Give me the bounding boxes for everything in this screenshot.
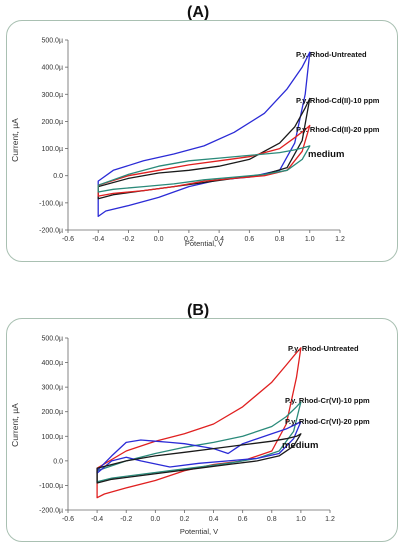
series-line-3: [96, 433, 302, 484]
y-tick-label: -100.0µ: [39, 483, 63, 490]
x-tick-label: -0.4: [92, 236, 104, 243]
y-tick-label: -200.0µ: [39, 228, 63, 235]
x-tick-label: -0.2: [122, 236, 134, 243]
y-tick-label: 0.0: [53, 458, 63, 465]
x-tick-label: 0.6: [238, 516, 248, 523]
series-line-0: [96, 347, 302, 499]
x-tick-label: 1.2: [325, 516, 335, 523]
series-label-1: P.y. Rhod-Cd(II)-10 ppm: [296, 96, 380, 105]
series-label-3: medium: [282, 440, 318, 451]
series-label-2: P.y. Rhod-Cr(VI)-20 ppm: [285, 417, 370, 426]
y-tick-label: -200.0µ: [39, 508, 63, 515]
y-tick-label: 500.0µ: [41, 38, 63, 45]
x-tick-label: 0.0: [150, 516, 160, 523]
x-tick-label: 1.0: [305, 236, 315, 243]
chart-panel-0: 500.0µ 400.0µ 300.0µ 200.0µ 100.0µ 0.0 -100.0µ…: [10, 38, 380, 249]
x-tick-label: -0.6: [62, 516, 74, 523]
series-line-0: [97, 51, 311, 218]
y-tick-label: 100.0µ: [41, 146, 63, 153]
x-tick-label: 0.0: [154, 236, 164, 243]
x-tick-label: -0.6: [62, 236, 74, 243]
x-tick-label: 0.8: [275, 236, 285, 243]
x-tick-label: 0.4: [209, 516, 219, 523]
series-line-1: [96, 401, 302, 483]
y-tick-label: 300.0µ: [41, 92, 63, 99]
x-tick-label: 1.2: [335, 236, 345, 243]
series-line-2: [96, 420, 302, 474]
x-tick-label: 0.2: [180, 516, 190, 523]
panel-b-frame: [6, 318, 398, 542]
panel-b-title: (B): [187, 302, 210, 319]
y-tick-label: 400.0µ: [41, 65, 63, 72]
series-label-0: P.y. Rhod-Untreated: [296, 50, 367, 59]
x-tick-label: -0.2: [120, 516, 132, 523]
y-tick-label: 300.0µ: [41, 385, 63, 392]
y-tick-label: 200.0µ: [41, 409, 63, 416]
x-tick-label: -0.4: [91, 516, 103, 523]
y-tick-label: 0.0: [53, 173, 63, 180]
y-tick-label: 500.0µ: [41, 336, 63, 343]
series-label-2: P.y. Rhod-Cd(II)-20 ppm: [296, 125, 380, 134]
panel-a-title: (A): [187, 4, 210, 21]
y-tick-label: 400.0µ: [41, 360, 63, 367]
x-tick-label: 1.0: [296, 516, 306, 523]
series-line-2: [97, 124, 311, 197]
series-line-3: [97, 145, 311, 193]
chart-panel-1: 500.0µ 400.0µ 300.0µ 200.0µ 100.0µ 0.0 -100.0µ…: [10, 336, 370, 537]
x-tick-label: 0.2: [184, 236, 194, 243]
x-axis-label: Potential, V: [180, 527, 218, 536]
series-label-1: P.y. Rhod-Cr(VI)-10 ppm: [285, 396, 370, 405]
y-axis-label: Current, µA: [10, 118, 20, 162]
y-tick-label: -100.0µ: [39, 200, 63, 207]
series-label-3: medium: [308, 149, 344, 160]
series-label-0: P.y. Rhod-Untreated: [288, 344, 359, 353]
x-axis-label: Potential, V: [185, 239, 223, 248]
x-tick-label: 0.6: [244, 236, 254, 243]
y-tick-label: 100.0µ: [41, 434, 63, 441]
x-tick-label: 0.8: [267, 516, 277, 523]
panel-a-frame: [6, 20, 398, 262]
y-axis-label: Current, µA: [10, 403, 20, 447]
x-tick-label: 0.4: [214, 236, 224, 243]
y-tick-label: 200.0µ: [41, 119, 63, 126]
